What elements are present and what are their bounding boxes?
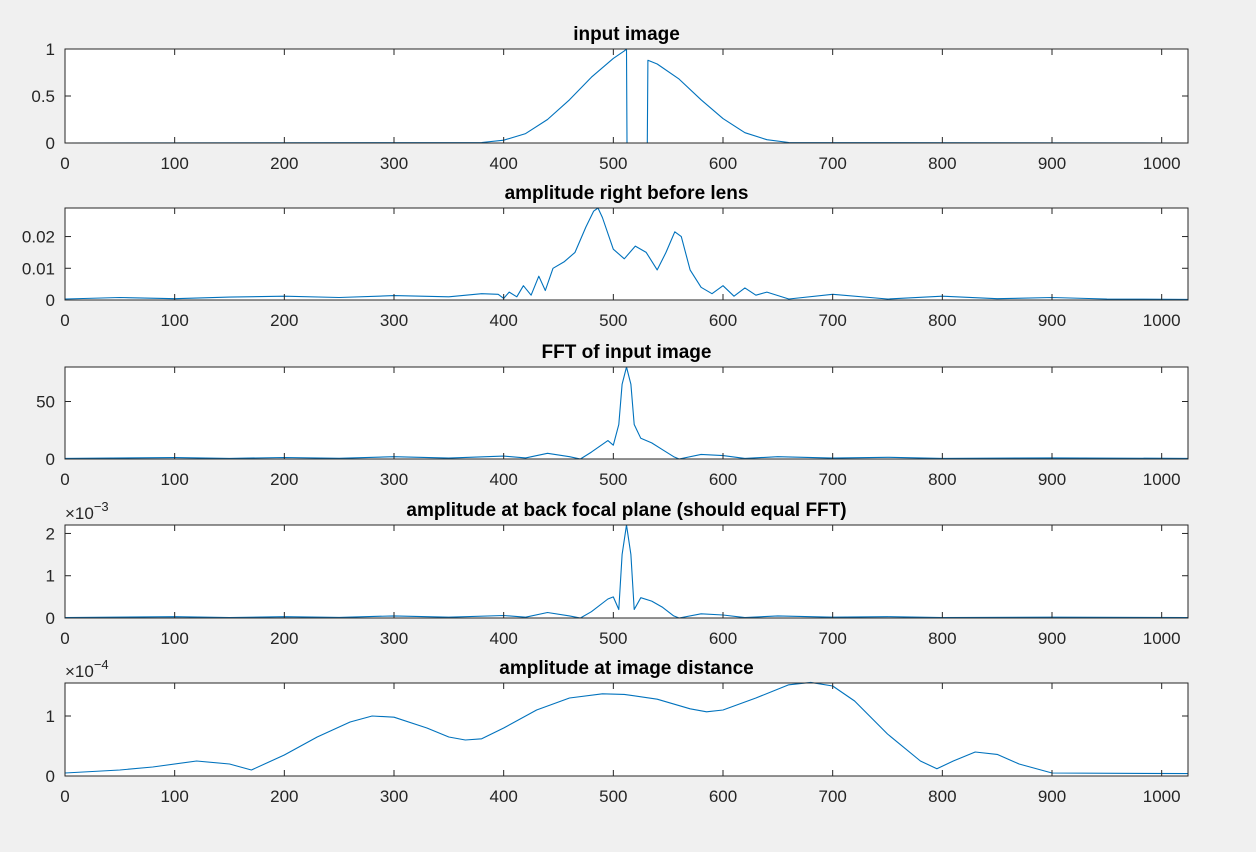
x-tick-label: 500 (599, 154, 627, 173)
plot-title: input image (573, 24, 680, 45)
axes-background (65, 208, 1188, 300)
x-tick-label: 0 (60, 629, 69, 648)
x-tick-label: 600 (709, 311, 737, 330)
y-tick-label: 0 (46, 291, 55, 310)
x-tick-label: 300 (380, 311, 408, 330)
series-line (64, 366, 1189, 460)
x-tick-label: 100 (160, 470, 188, 489)
y-tick-label: 0.5 (31, 87, 55, 106)
x-tick-label: 900 (1038, 787, 1066, 806)
x-tick-label: 600 (709, 787, 737, 806)
plot-title: FFT of input image (542, 342, 712, 363)
x-tick-label: 300 (380, 154, 408, 173)
x-tick-label: 400 (489, 470, 517, 489)
x-tick-label: 500 (599, 311, 627, 330)
axes-box (64, 682, 1189, 777)
y-tick-label: 0.02 (22, 228, 55, 247)
y-tick-label: 50 (36, 393, 55, 412)
x-tick-label: 600 (709, 470, 737, 489)
axes-background (65, 683, 1188, 776)
subplot-2: 0 100 200 300 400 500 600 700 800 900 1000 0 0.01 0.0… (22, 183, 1189, 330)
axes-box (64, 207, 1189, 301)
x-tick-label: 1000 (1143, 787, 1181, 806)
x-tick-label: 0 (60, 787, 69, 806)
series-line (64, 524, 1189, 619)
y-tick-label: 0.01 (22, 259, 55, 278)
axes-box (64, 366, 1189, 460)
axes-box (64, 524, 1189, 619)
x-tick-label: 300 (380, 787, 408, 806)
plot-title: amplitude at back focal plane (should eq… (406, 500, 846, 521)
plot-title: amplitude right before lens (505, 183, 749, 204)
axes-background (65, 367, 1188, 459)
x-tick-label: 100 (160, 154, 188, 173)
x-tick-label: 900 (1038, 470, 1066, 489)
x-tick-label: 500 (599, 470, 627, 489)
plot-title: amplitude at image distance (499, 658, 753, 679)
x-tick-label: 300 (380, 629, 408, 648)
y-tick-label: 2 (46, 524, 55, 543)
x-tick-label: 800 (928, 787, 956, 806)
x-tick-label: 900 (1038, 629, 1066, 648)
x-tick-label: 0 (60, 311, 69, 330)
x-tick-label: 400 (489, 629, 517, 648)
x-tick-label: 200 (270, 154, 298, 173)
x-tick-label: 300 (380, 470, 408, 489)
subplot-1: 0 100 200 300 400 500 600 700 800 900 1000 0 0.5 1 inp… (31, 24, 1189, 173)
y-tick-label: 0 (46, 450, 55, 469)
x-tick-label: 600 (709, 154, 737, 173)
x-tick-label: 800 (928, 470, 956, 489)
x-tick-label: 200 (270, 470, 298, 489)
y-exponent-label: ×10−3 (65, 499, 109, 523)
y-tick-label: 1 (46, 707, 55, 726)
x-tick-label: 900 (1038, 311, 1066, 330)
x-tick-label: 900 (1038, 154, 1066, 173)
x-tick-label: 100 (160, 629, 188, 648)
x-tick-label: 700 (818, 787, 846, 806)
x-tick-label: 100 (160, 787, 188, 806)
x-tick-label: 800 (928, 311, 956, 330)
x-tick-label: 200 (270, 629, 298, 648)
series-line (64, 681, 1189, 775)
x-tick-label: 1000 (1143, 629, 1181, 648)
x-tick-label: 100 (160, 311, 188, 330)
x-tick-label: 200 (270, 311, 298, 330)
x-tick-label: 1000 (1143, 154, 1181, 173)
x-tick-label: 700 (818, 311, 846, 330)
y-tick-label: 0 (46, 134, 55, 153)
series-line (64, 207, 1189, 300)
subplot-3: 0 100 200 300 400 500 600 700 800 900 1000 0 50 FFT o… (36, 342, 1189, 489)
x-tick-label: 400 (489, 787, 517, 806)
y-tick-label: 0 (46, 609, 55, 628)
x-tick-label: 700 (818, 629, 846, 648)
x-tick-label: 1000 (1143, 470, 1181, 489)
x-tick-label: 700 (818, 470, 846, 489)
y-tick-label: 0 (46, 767, 55, 786)
x-tick-label: 0 (60, 470, 69, 489)
x-tick-label: 1000 (1143, 311, 1181, 330)
x-tick-label: 500 (599, 629, 627, 648)
axes-background (65, 525, 1188, 618)
x-tick-label: 700 (818, 154, 846, 173)
x-tick-label: 800 (928, 154, 956, 173)
x-tick-label: 600 (709, 629, 737, 648)
y-tick-label: 1 (46, 40, 55, 59)
subplot-4: 0 100 200 300 400 500 600 700 800 900 1000 0 1 2 ampli… (46, 499, 1189, 648)
x-tick-label: 200 (270, 787, 298, 806)
x-tick-label: 400 (489, 311, 517, 330)
y-tick-label: 1 (46, 567, 55, 586)
x-tick-label: 0 (60, 154, 69, 173)
x-tick-label: 800 (928, 629, 956, 648)
x-tick-label: 400 (489, 154, 517, 173)
subplot-5: 0 100 200 300 400 500 600 700 800 900 1000 0 1 amplit… (46, 657, 1189, 806)
y-exponent-label: ×10−4 (65, 657, 109, 681)
x-tick-label: 500 (599, 787, 627, 806)
